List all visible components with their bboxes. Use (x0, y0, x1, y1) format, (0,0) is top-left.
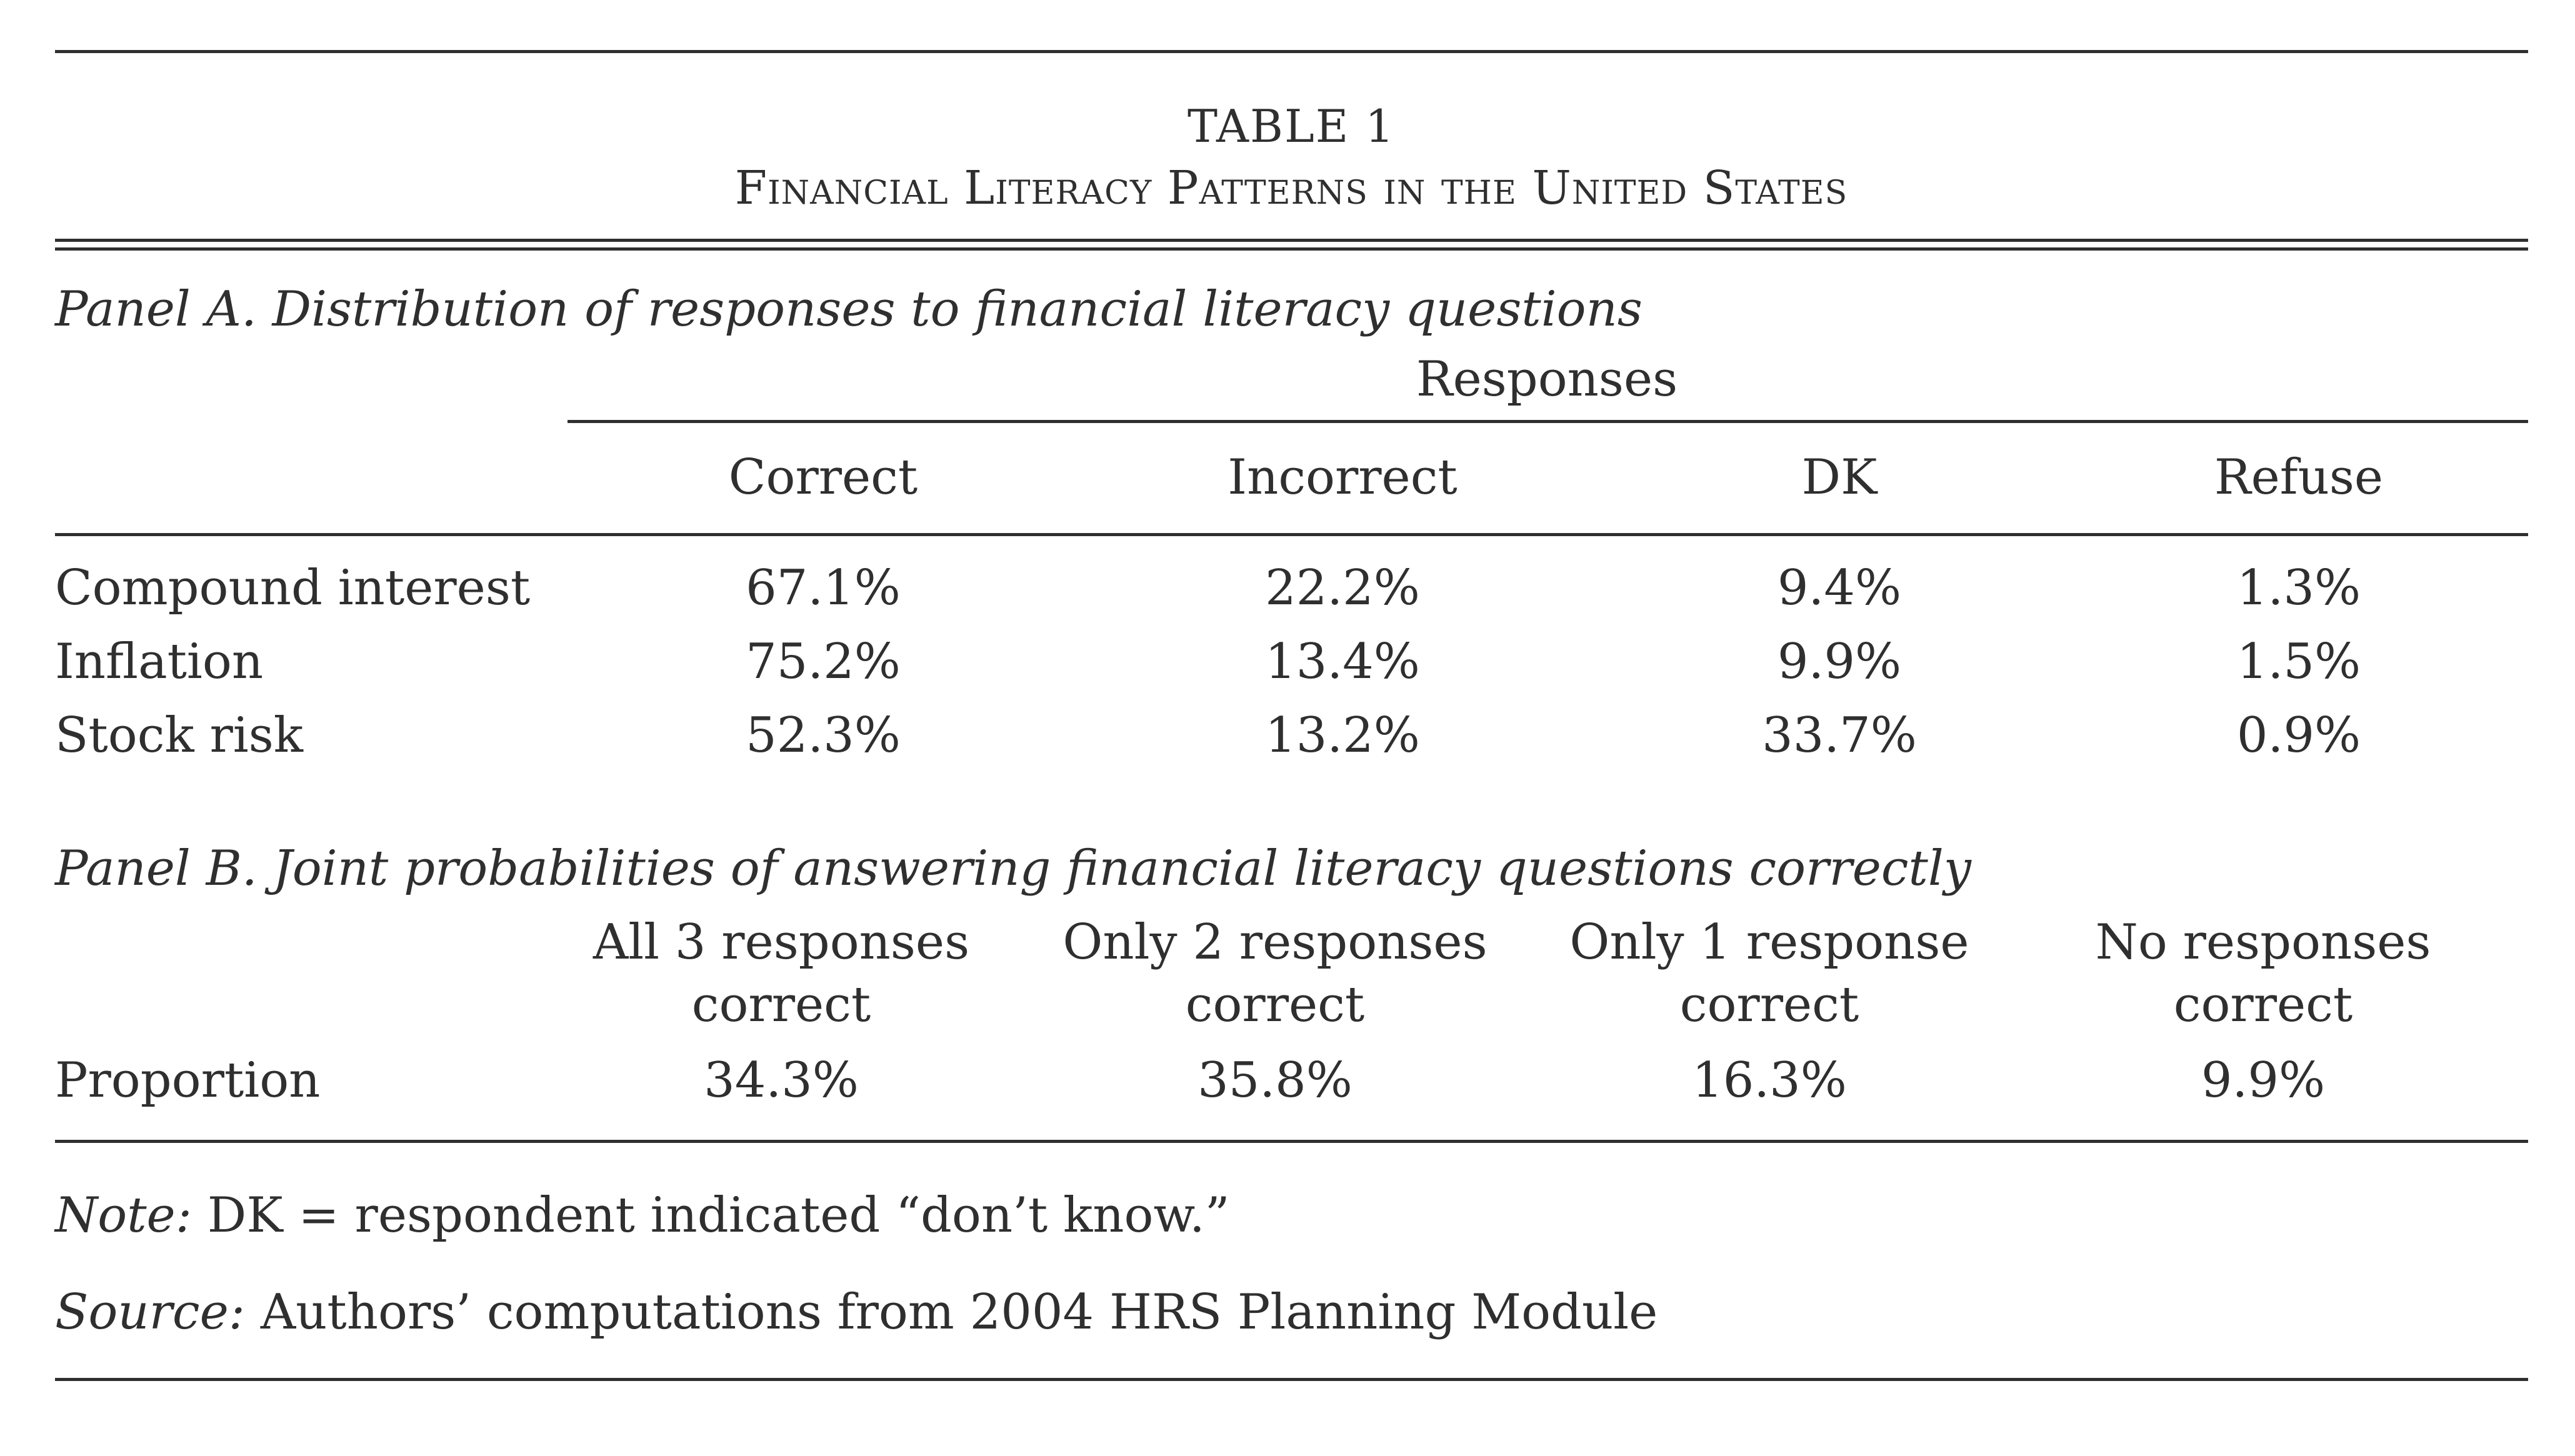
cell-inflation-dk: 9.9% (1777, 634, 1902, 690)
cell-inflation-incorrect: 13.4% (1265, 634, 1420, 690)
table-note: Note: DK = respondent indicated “don’t k… (55, 1187, 1230, 1244)
row-label-proportion: Proportion (55, 1052, 321, 1109)
row-label-compound-interest: Compound interest (55, 560, 531, 616)
row-label-stock-risk: Stock risk (55, 707, 304, 764)
column-header-only-2-line2: correct (1185, 977, 1365, 1033)
cell-stock-dk: 33.7% (1762, 707, 1917, 764)
column-header-only-1: Only 1 response correct (1569, 911, 1969, 1036)
panel-b-heading: Panel B. Joint probabilities of answerin… (55, 840, 1971, 897)
table-label: TABLE 1 (1187, 100, 1396, 152)
cell-proportion-all-3: 34.3% (704, 1052, 859, 1109)
responses-sub-rule (568, 420, 2528, 423)
note-label: Note: (55, 1187, 192, 1244)
column-header-all-3: All 3 responses correct (593, 911, 969, 1036)
cell-compound-refuse: 1.3% (2236, 560, 2361, 616)
title-double-rule-lower (55, 247, 2528, 251)
responses-group-header: Responses (1416, 351, 1678, 407)
column-header-refuse: Refuse (2214, 449, 2384, 506)
header-bottom-rule (55, 533, 2528, 536)
cell-stock-refuse: 0.9% (2236, 707, 2361, 764)
cell-inflation-refuse: 1.5% (2236, 634, 2361, 690)
title-double-rule-upper (55, 239, 2528, 242)
table-container: TABLE 1 Financial Literacy Patterns in t… (55, 0, 2528, 1456)
cell-inflation-correct: 75.2% (746, 634, 901, 690)
cell-stock-correct: 52.3% (746, 707, 901, 764)
column-header-all-3-line1: All 3 responses (592, 914, 970, 970)
column-header-none-line1: No responses (2095, 914, 2431, 970)
column-header-correct: Correct (728, 449, 918, 506)
column-header-only-1-line2: correct (1679, 977, 1859, 1033)
panel-a-heading: Panel A. Distribution of responses to fi… (55, 281, 1642, 337)
cell-proportion-only-2: 35.8% (1198, 1052, 1352, 1109)
cell-compound-correct: 67.1% (746, 560, 901, 616)
cell-compound-dk: 9.4% (1777, 560, 1902, 616)
final-rule (55, 1378, 2528, 1381)
column-header-dk: DK (1801, 449, 1878, 506)
table-bottom-rule (55, 1140, 2528, 1143)
column-header-none-line2: correct (2173, 977, 2353, 1033)
column-header-all-3-line2: correct (691, 977, 871, 1033)
column-header-only-2: Only 2 responses correct (1062, 911, 1487, 1036)
column-header-incorrect: Incorrect (1228, 449, 1458, 506)
cell-compound-incorrect: 22.2% (1265, 560, 1420, 616)
note-text: DK = respondent indicated “don’t know.” (192, 1187, 1230, 1244)
cell-stock-incorrect: 13.2% (1265, 707, 1420, 764)
table-source: Source: Authors’ computations from 2004 … (55, 1284, 1658, 1340)
column-header-only-1-line1: Only 1 response (1569, 914, 1969, 970)
cell-proportion-none: 9.9% (2201, 1052, 2326, 1109)
table-title: Financial Literacy Patterns in the Unite… (734, 161, 1848, 215)
source-label: Source: (55, 1284, 246, 1340)
column-header-none: No responses correct (2096, 911, 2431, 1036)
top-rule (55, 50, 2528, 53)
column-header-only-2-line1: Only 2 responses (1062, 914, 1488, 970)
source-text: Authors’ computations from 2004 HRS Plan… (245, 1284, 1658, 1340)
cell-proportion-only-1: 16.3% (1692, 1052, 1847, 1109)
row-label-inflation: Inflation (55, 634, 264, 690)
